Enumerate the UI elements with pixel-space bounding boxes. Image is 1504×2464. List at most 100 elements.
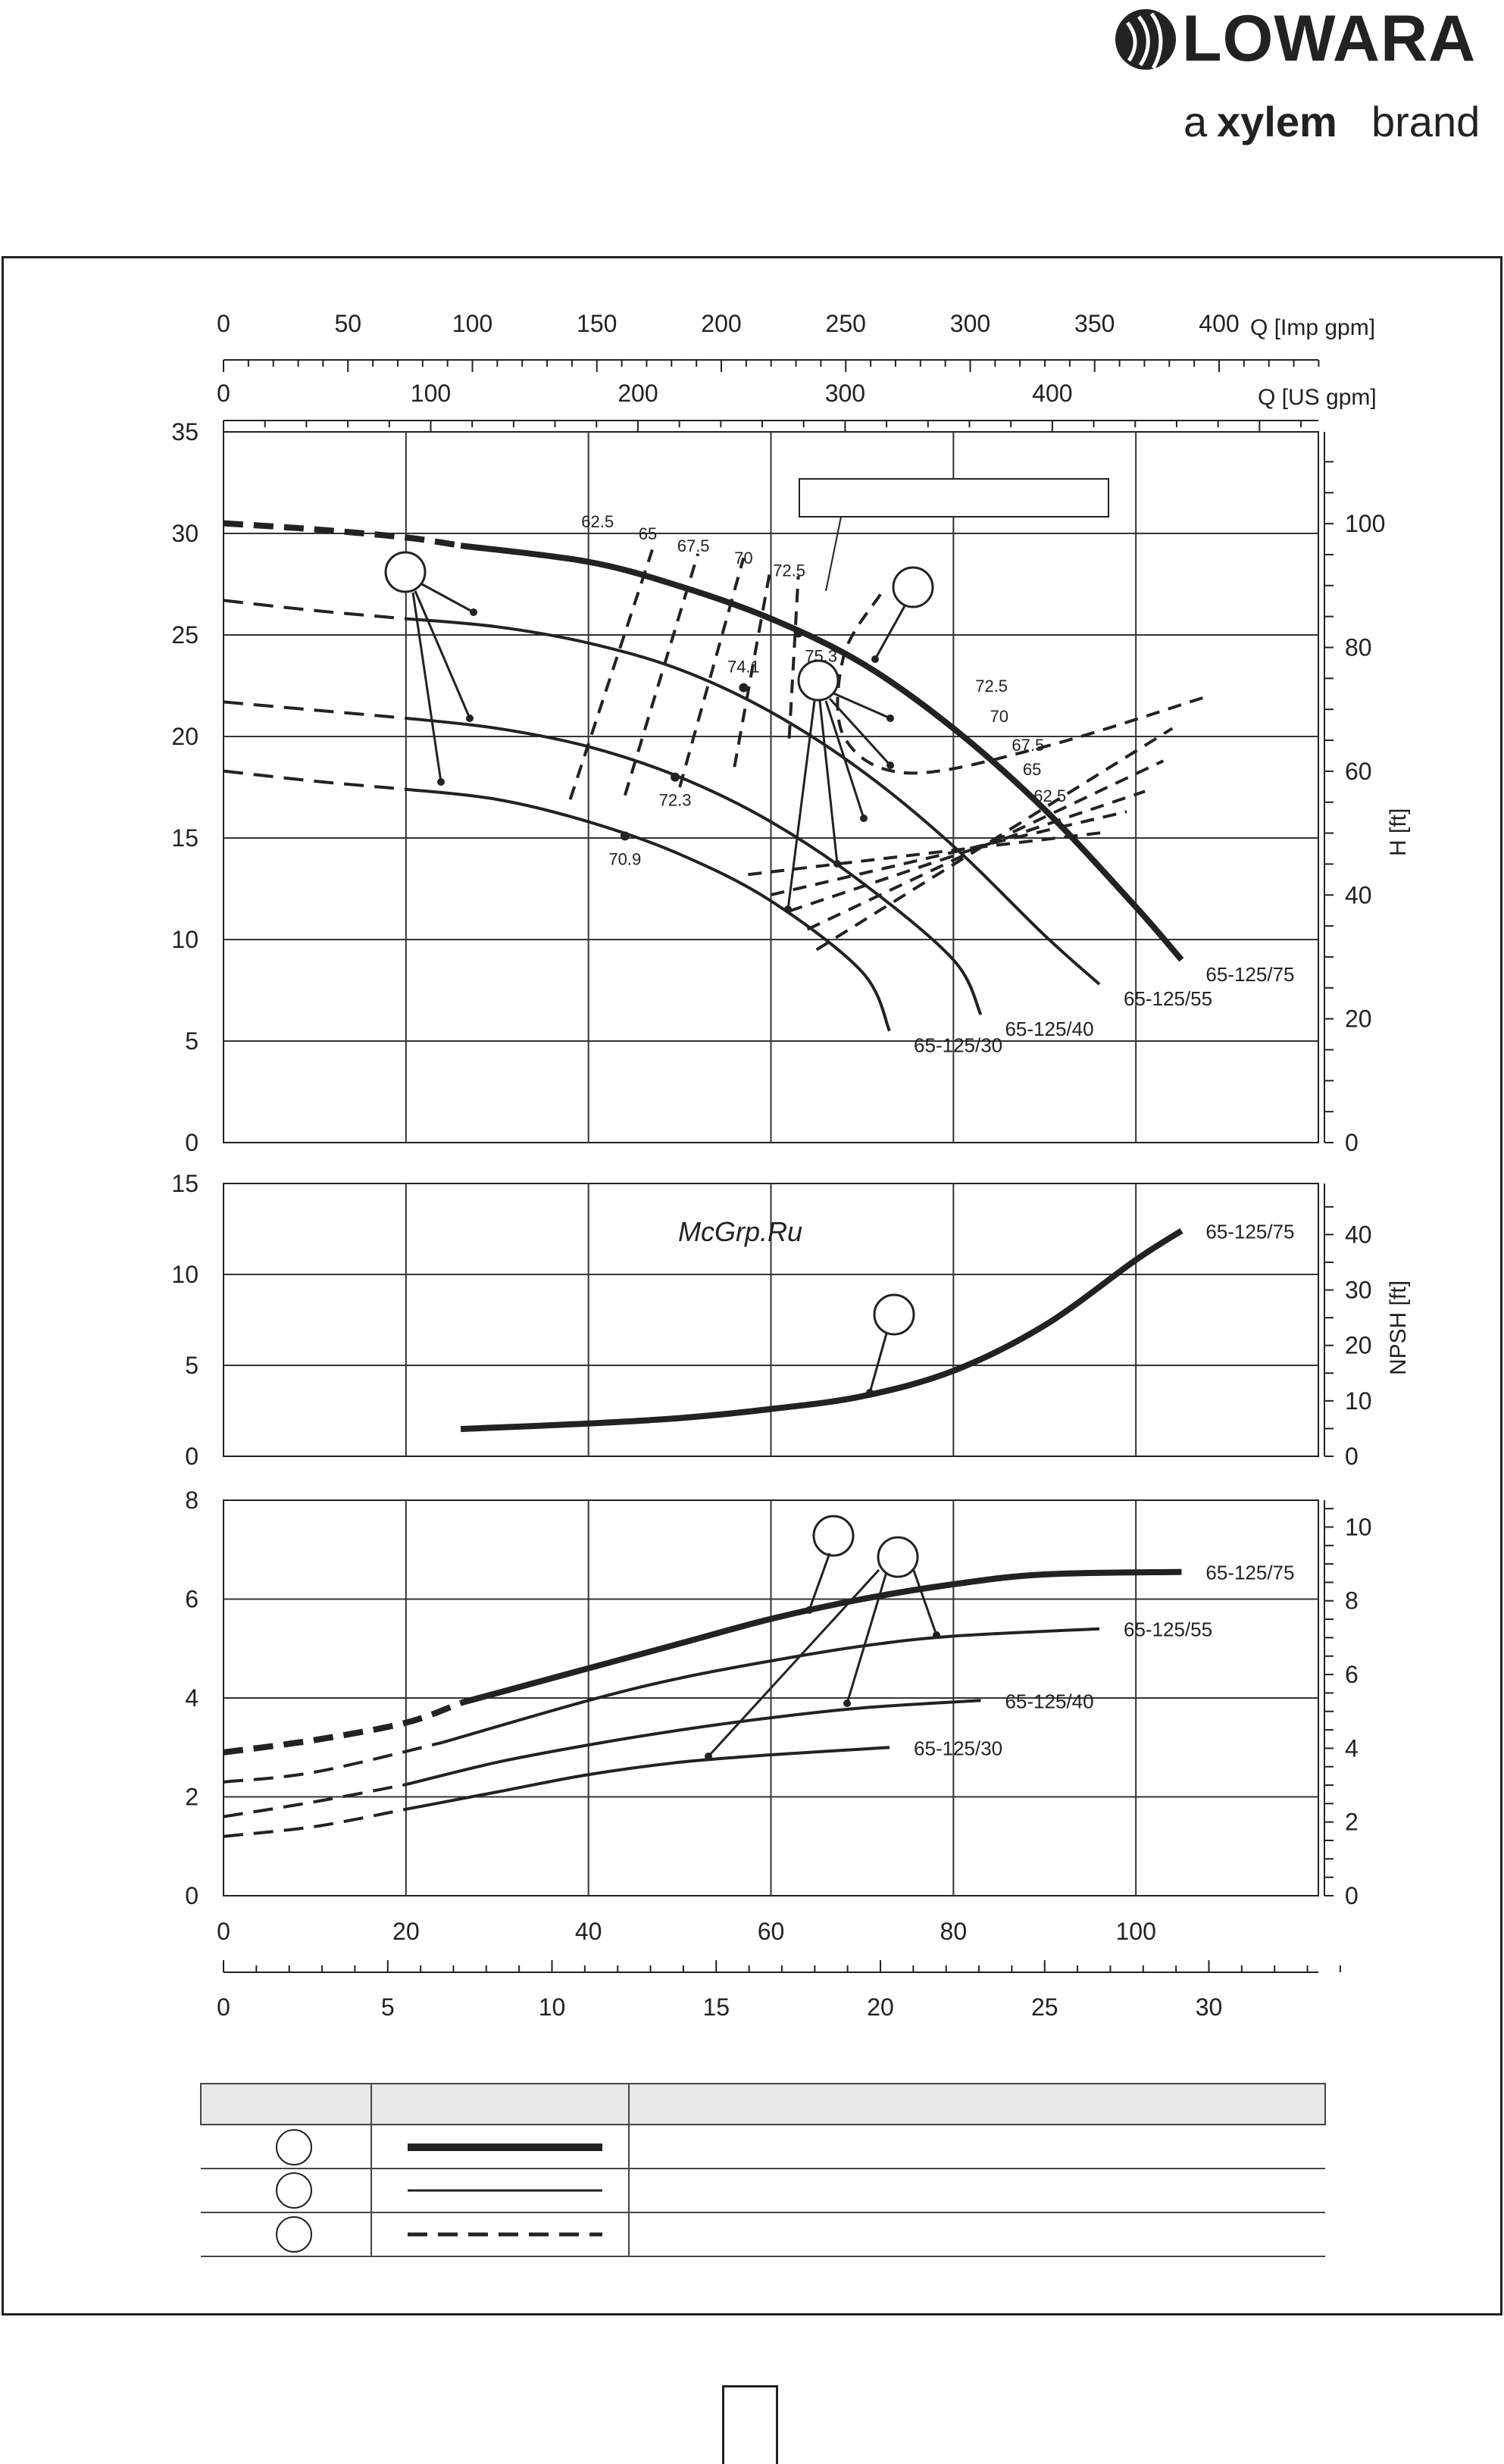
head-y-tick-label: 35 — [171, 418, 199, 446]
callout-arrow — [874, 604, 907, 660]
power-y-tick-label: 4 — [185, 1684, 199, 1712]
callout-arrow-head — [466, 714, 474, 722]
power-curve-65-125-40 — [405, 1699, 981, 1787]
efficiency-iso-line — [787, 576, 800, 739]
power-y-tick-label: 6 — [185, 1586, 199, 1613]
page-number-box — [722, 2385, 778, 2464]
bep-label: 72.3 — [659, 791, 692, 810]
callout-arrow — [818, 700, 839, 865]
imp-gpm-tick-label: 400 — [1199, 310, 1239, 337]
ls-tick-label: 0 — [217, 1993, 230, 2021]
head-y-tick-label: 25 — [171, 621, 199, 649]
callout-arrow — [828, 697, 892, 767]
head-dashed-65-125-30 — [223, 769, 406, 791]
callout-arrow-head — [866, 1389, 874, 1396]
callout-arrow-head — [860, 815, 868, 822]
head-y-tick-label: 5 — [185, 1027, 199, 1055]
efficiency-iso-line-right — [771, 810, 1127, 896]
efficiency-iso-line — [678, 557, 746, 788]
ls-tick-label: 15 — [702, 1993, 730, 2021]
callout-arrow — [808, 1553, 831, 1611]
m3h-tick-label: 0 — [217, 1918, 230, 1945]
power-curve-65-125-55 — [442, 1627, 1100, 1744]
power-series-label: 65-125/55 — [1124, 1618, 1212, 1641]
imp-gpm-tick-label: 150 — [577, 310, 617, 337]
power-series-label: 65-125/30 — [914, 1737, 1002, 1759]
power-y-right-tick-label: 8 — [1345, 1587, 1359, 1615]
brand-tagline-brand: xylem — [1217, 98, 1337, 145]
head-y-right-tick-label: 0 — [1345, 1129, 1359, 1156]
npsh-y-right-tick-label: 0 — [1345, 1443, 1359, 1470]
efficiency-label-right: 72.5 — [975, 677, 1008, 696]
callout-arrow-head — [843, 1699, 851, 1707]
bep-label: 74.1 — [727, 658, 760, 677]
legend-table-header — [200, 2083, 1326, 2125]
callout-arrow-head — [437, 778, 445, 786]
head-curve-65-125-30 — [405, 787, 891, 1032]
ls-tick-label: 25 — [1031, 1993, 1058, 2021]
efficiency-iso-line-right — [815, 727, 1174, 952]
us-gpm-tick-label: 300 — [825, 380, 865, 407]
head-y-right-tick-label: 40 — [1345, 881, 1372, 908]
head-dashed-65-125-40 — [223, 700, 406, 720]
head-y-right-tick-label: 80 — [1345, 634, 1372, 661]
callout-arrow-head — [833, 860, 841, 868]
power-y-right-tick-label: 0 — [1345, 1882, 1359, 1909]
efficiency-iso-line-right — [748, 830, 1109, 877]
m3h-tick-label: 20 — [392, 1918, 420, 1945]
lowara-drop-icon — [1115, 9, 1176, 70]
head-ft-axis-label: H [ft] — [1386, 808, 1411, 856]
legend-marker-1 — [276, 2129, 312, 2165]
m3h-tick-label: 80 — [940, 1918, 968, 1945]
callout-arrow — [846, 1571, 888, 1704]
bep-point — [739, 683, 749, 693]
callout-circle-head-top — [892, 566, 934, 608]
us-gpm-tick-label: 100 — [411, 380, 451, 407]
m3h-tick-label: 40 — [575, 1918, 602, 1945]
npsh-y-tick-label: 0 — [185, 1443, 199, 1470]
efficiency-label: 70 — [734, 549, 752, 568]
head-series-label: 65-125/55 — [1124, 987, 1212, 1010]
efficiency-label: 72.5 — [773, 561, 805, 580]
npsh-ft-axis-label: NPSH [ft] — [1386, 1280, 1411, 1375]
imp-gpm-tick-label: 200 — [701, 310, 741, 337]
chart-frame — [2, 256, 1502, 2315]
efficiency-iso-loop — [836, 593, 1210, 775]
annotation-arrow — [825, 516, 842, 592]
npsh-y-right-tick-label: 40 — [1345, 1221, 1372, 1248]
us-gpm-tick-label: 0 — [217, 380, 230, 407]
callout-arrow — [868, 1333, 888, 1393]
callout-circle-head-left — [384, 551, 427, 593]
efficiency-iso-line-right — [788, 790, 1146, 913]
head-curve-65-125-40 — [405, 716, 983, 1016]
efficiency-label: 62.5 — [581, 512, 614, 531]
npsh-y-tick-label: 5 — [185, 1352, 199, 1379]
callout-arrow-head — [871, 655, 879, 663]
callout-circle-power-b — [877, 1536, 919, 1578]
power-y-right-tick-label: 2 — [1345, 1809, 1359, 1836]
power-series-label: 65-125/75 — [1205, 1562, 1294, 1584]
npsh-y-right-tick-label: 10 — [1345, 1387, 1372, 1415]
power-dashed-65-125-40 — [223, 1783, 407, 1818]
brand-tagline-suffix: brand — [1371, 98, 1480, 145]
head-series-label: 65-125/30 — [914, 1034, 1002, 1057]
callout-arrow — [786, 700, 816, 910]
head-y-right-tick-label: 60 — [1345, 758, 1372, 785]
imp-gpm-tick-label: 300 — [950, 310, 990, 337]
power-dashed-65-125-75 — [223, 1699, 462, 1756]
callout-arrow-head — [784, 905, 792, 913]
legend-marker-2 — [276, 2172, 312, 2209]
callout-arrow — [411, 592, 442, 783]
imp-gpm-tick-label: 50 — [334, 310, 361, 337]
callout-arrow-head — [470, 608, 477, 616]
brand-name: LOWARA — [1182, 2, 1476, 75]
callout-arrow — [824, 700, 865, 819]
power-y-tick-label: 0 — [185, 1882, 199, 1909]
imp-gpm-tick-label: 350 — [1074, 310, 1115, 337]
imp-gpm-axis-label: Q [Imp gpm] — [1250, 315, 1375, 340]
imp-gpm-tick-label: 0 — [217, 310, 230, 337]
us-gpm-axis-label: Q [US gpm] — [1258, 385, 1377, 410]
callout-arrow-head — [886, 714, 894, 722]
ls-tick-label: 5 — [381, 1993, 395, 2021]
